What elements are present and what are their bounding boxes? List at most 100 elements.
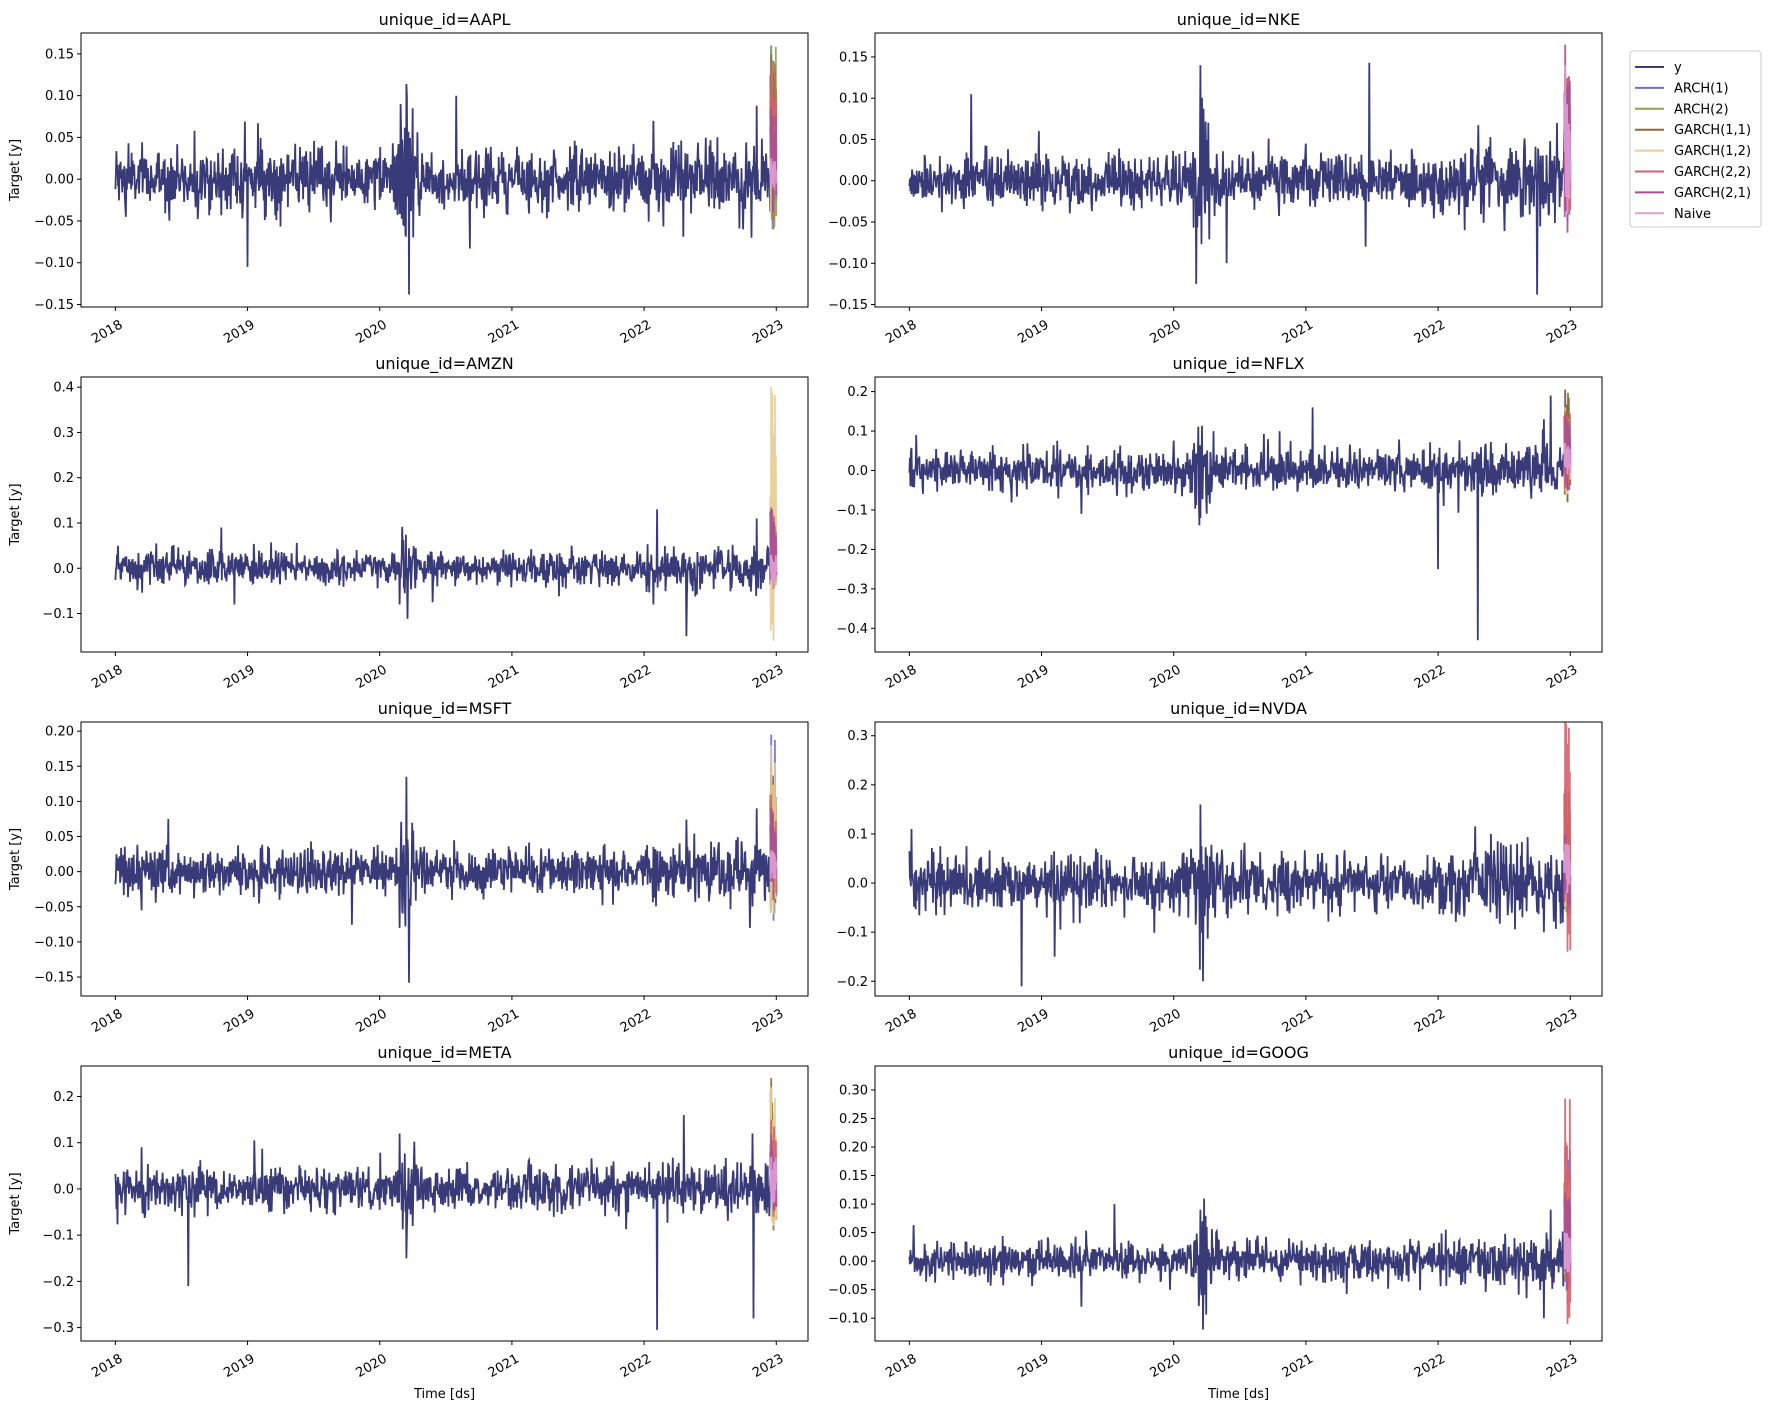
y-tick-label: −0.4 bbox=[836, 622, 868, 637]
x-tick-label: 2021 bbox=[486, 662, 522, 692]
y-tick-label: 0.1 bbox=[53, 516, 74, 531]
y-tick-label: 0.05 bbox=[839, 1226, 868, 1241]
x-tick-label: 2019 bbox=[1015, 662, 1051, 692]
x-tick-label: 2018 bbox=[883, 1351, 919, 1381]
forecast-line-naive bbox=[1563, 843, 1572, 893]
axes-frame bbox=[80, 721, 809, 997]
forecast-line-naive bbox=[1563, 442, 1572, 475]
y-tick-label: 0.00 bbox=[45, 865, 74, 880]
x-tick-label: 2018 bbox=[89, 662, 125, 692]
subplot-nke: unique_id=NKE −0.15 −0.10 −0.05 0.00 0.05 0.10… bbox=[828, 10, 1603, 347]
y-tick-label: −0.05 bbox=[34, 900, 74, 915]
legend-label: GARCH(1,2) bbox=[1674, 144, 1751, 159]
axes-frame bbox=[80, 1065, 809, 1342]
subplot-meta: unique_id=META −0.3 −0.2 −0.1 0.0 0.1 0.2 2018 2… bbox=[8, 1043, 809, 1402]
x-axis-label: Time [ds] bbox=[1207, 1387, 1269, 1402]
subplot-title: unique_id=NKE bbox=[1177, 10, 1300, 30]
y-tick-label: 0.10 bbox=[45, 795, 74, 810]
x-tick-label: 2018 bbox=[883, 662, 919, 692]
y-tick-label: 0.15 bbox=[45, 760, 74, 775]
series-line-y bbox=[114, 776, 772, 983]
x-tick-label: 2020 bbox=[1148, 317, 1184, 347]
x-tick-label: 2022 bbox=[1412, 662, 1448, 692]
y-tick-label: −0.2 bbox=[836, 543, 868, 558]
subplot-title: unique_id=AAPL bbox=[379, 10, 511, 30]
x-tick-label: 2021 bbox=[486, 317, 522, 347]
series-line-y bbox=[114, 509, 772, 637]
y-tick-label: 0.2 bbox=[53, 1090, 74, 1105]
forecast-line-naive bbox=[769, 850, 778, 879]
y-tick-label: 0.15 bbox=[45, 47, 74, 62]
y-tick-label: 0.20 bbox=[839, 1141, 868, 1156]
x-tick-label: 2021 bbox=[1280, 1351, 1316, 1381]
series-line-y bbox=[908, 62, 1566, 295]
y-tick-label: −0.1 bbox=[42, 1229, 74, 1244]
axes-frame bbox=[874, 721, 1603, 997]
x-tick-label: 2023 bbox=[1544, 1351, 1580, 1381]
series-line-y bbox=[114, 83, 772, 295]
y-tick-label: 0.20 bbox=[45, 725, 74, 740]
legend-label: GARCH(2,2) bbox=[1674, 165, 1751, 180]
x-tick-label: 2018 bbox=[883, 1006, 919, 1036]
subplot-msft: unique_id=MSFT −0.15 −0.10 −0.05 0.00 0.05 0.1… bbox=[8, 699, 809, 1036]
y-tick-label: 0.05 bbox=[45, 830, 74, 845]
x-tick-label: 2020 bbox=[1148, 1351, 1184, 1381]
x-tick-label: 2019 bbox=[1015, 1351, 1051, 1381]
y-tick-label: 0.1 bbox=[847, 827, 868, 842]
x-tick-label: 2022 bbox=[1412, 1351, 1448, 1381]
x-tick-label: 2022 bbox=[618, 1351, 654, 1381]
x-tick-label: 2020 bbox=[354, 662, 390, 692]
y-tick-label: 0.0 bbox=[847, 877, 868, 892]
y-tick-label: 0.10 bbox=[839, 1198, 868, 1213]
x-tick-label: 2020 bbox=[1148, 1006, 1184, 1036]
y-tick-label: 0.05 bbox=[45, 131, 74, 146]
x-tick-label: 2021 bbox=[1280, 317, 1316, 347]
forecast-line-naive bbox=[1563, 65, 1572, 214]
y-tick-label: −0.10 bbox=[828, 1312, 868, 1327]
y-tick-label: 0.3 bbox=[847, 729, 868, 744]
x-tick-label: 2021 bbox=[486, 1006, 522, 1036]
x-tick-label: 2022 bbox=[1412, 317, 1448, 347]
x-axis-label: Time [ds] bbox=[413, 1387, 475, 1402]
legend-item: ARCH(2) bbox=[1635, 102, 1729, 117]
y-tick-label: 0.15 bbox=[839, 1169, 868, 1184]
axes-frame bbox=[874, 376, 1603, 653]
forecast-line-naive bbox=[769, 554, 778, 587]
y-tick-label: 0.10 bbox=[839, 92, 868, 107]
y-tick-label: 0.00 bbox=[45, 173, 74, 188]
y-tick-label: 0.15 bbox=[839, 50, 868, 65]
y-axis-label: Target [y] bbox=[8, 828, 23, 891]
legend-box bbox=[1629, 50, 1762, 228]
y-tick-label: 0.2 bbox=[847, 385, 868, 400]
subplot-title: unique_id=AMZN bbox=[375, 354, 514, 374]
y-tick-label: 0.0 bbox=[53, 1182, 74, 1197]
x-tick-label: 2022 bbox=[618, 317, 654, 347]
subplot-amzn: unique_id=AMZN −0.1 0.0 0.1 0.2 0.3 0.4 2018 201… bbox=[8, 354, 809, 692]
x-tick-label: 2023 bbox=[750, 1351, 786, 1381]
y-tick-label: 0.30 bbox=[839, 1083, 868, 1098]
x-tick-label: 2022 bbox=[618, 1006, 654, 1036]
subplot-title: unique_id=MSFT bbox=[378, 699, 512, 719]
legend-item: Naive bbox=[1635, 207, 1711, 222]
legend-label: ARCH(2) bbox=[1674, 102, 1729, 117]
y-tick-label: −0.1 bbox=[836, 926, 868, 941]
legend-item: GARCH(1,2) bbox=[1635, 144, 1751, 159]
x-tick-label: 2021 bbox=[1280, 662, 1316, 692]
y-tick-label: 0.0 bbox=[847, 464, 868, 479]
legend-label: GARCH(1,1) bbox=[1674, 123, 1751, 138]
legend-label: ARCH(1) bbox=[1674, 81, 1729, 96]
x-tick-label: 2019 bbox=[221, 1006, 257, 1036]
y-tick-label: 0.2 bbox=[847, 778, 868, 793]
x-tick-label: 2023 bbox=[750, 662, 786, 692]
x-tick-label: 2020 bbox=[354, 1351, 390, 1381]
x-tick-label: 2023 bbox=[750, 317, 786, 347]
x-tick-label: 2023 bbox=[750, 1006, 786, 1036]
x-tick-label: 2021 bbox=[486, 1351, 522, 1381]
y-tick-label: −0.10 bbox=[34, 935, 74, 950]
x-tick-label: 2018 bbox=[89, 1006, 125, 1036]
x-tick-label: 2019 bbox=[221, 662, 257, 692]
subplot-title: unique_id=NFLX bbox=[1173, 354, 1305, 374]
subplot-nvda: unique_id=NVDA −0.2 −0.1 0.0 0.1 0.2 0.3 2018 20… bbox=[836, 699, 1603, 1036]
x-tick-label: 2023 bbox=[1544, 1006, 1580, 1036]
